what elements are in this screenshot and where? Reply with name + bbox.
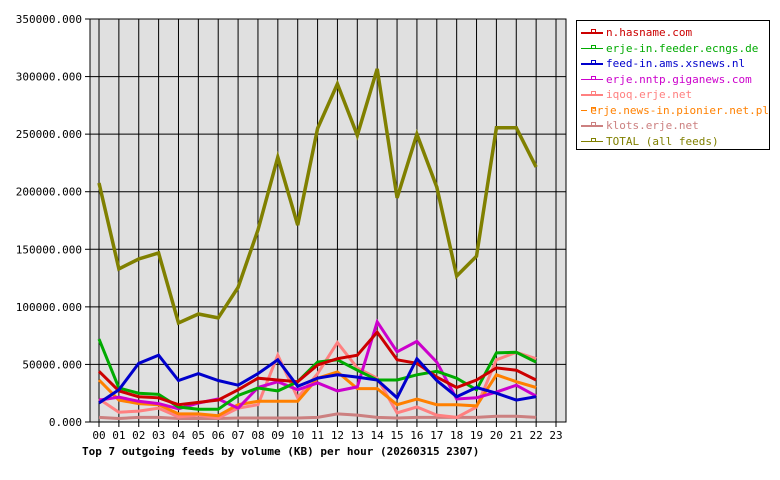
legend-item: erje.nntp.giganews.com: [581, 72, 769, 88]
y-tick-label: 350000.000: [16, 13, 82, 26]
chart-title: Top 7 outgoing feeds by volume (KB) per …: [82, 445, 480, 458]
x-tick-label: 16: [410, 429, 423, 442]
line-marker-icon: [581, 122, 603, 129]
y-tick-label: 50000.000: [22, 358, 82, 371]
legend-label: erje.nntp.giganews.com: [606, 72, 752, 86]
x-tick-label: 00: [92, 429, 105, 442]
line-marker-icon: [581, 60, 603, 67]
x-tick-label: 14: [371, 429, 385, 442]
legend-label: klots.erje.net: [606, 119, 699, 133]
legend-item: n.hasname.com: [581, 25, 769, 41]
legend-item: klots.erje.net: [581, 118, 769, 134]
line-marker-icon: [581, 91, 603, 98]
legend-label: feed-in.ams.xsnews.nl: [606, 57, 746, 71]
legend-item: erje-in.feeder.ecngs.de: [581, 41, 769, 57]
x-tick-label: 04: [172, 429, 186, 442]
legend-label: iqoq.erje.net: [606, 88, 693, 102]
line-marker-icon: [581, 29, 603, 36]
y-tick-label: 250000.000: [16, 128, 82, 141]
x-tick-label: 08: [251, 429, 264, 442]
line-marker-icon: [581, 75, 603, 83]
line-marker-icon: [581, 106, 597, 114]
x-tick-label: 15: [390, 429, 403, 442]
legend-item: feed-in.ams.xsnews.nl: [581, 56, 769, 72]
legend-item: TOTAL (all feeds): [581, 134, 769, 150]
x-tick-label: 20: [490, 429, 503, 442]
legend-item: erje.news-in.pionier.net.pl: [581, 103, 769, 119]
x-tick-label: 23: [549, 429, 562, 442]
x-axis: 00 01 02 03 04 05 06 07 08 09 10 11 12 13 14 15 16 17 18 19…: [92, 422, 563, 442]
x-tick-label: 22: [530, 429, 543, 442]
x-tick-label: 11: [311, 429, 324, 442]
x-tick-label: 02: [132, 429, 145, 442]
grid-lines: [90, 18, 566, 423]
series-line-erje-nntp-giganews-com: [98, 318, 537, 411]
x-tick-label: 10: [291, 429, 304, 442]
series-line-iqoq-erje-net: [98, 340, 537, 420]
x-tick-label: 05: [192, 429, 205, 442]
series-lines: [97, 68, 538, 421]
series-line-total-all-feeds-: [97, 68, 538, 326]
series-line-n-hasname-com: [97, 329, 537, 407]
x-tick-label: 03: [152, 429, 165, 442]
y-tick-label: 300000.000: [16, 71, 82, 84]
y-tick-label: 200000.000: [16, 186, 82, 199]
x-tick-label: 06: [212, 429, 225, 442]
legend: n.hasname.com erje-in.feeder.ecngs.de fe…: [576, 20, 770, 150]
legend-label: erje.news-in.pionier.net.pl: [590, 103, 769, 117]
x-tick-label: 09: [271, 429, 284, 442]
x-tick-label: 13: [351, 429, 364, 442]
x-tick-label: 01: [112, 429, 125, 442]
legend-label: erje-in.feeder.ecngs.de: [606, 41, 759, 55]
line-marker-icon: [581, 44, 603, 52]
y-tick-label: 150000.000: [16, 243, 82, 256]
line-marker-icon: [581, 137, 603, 145]
legend-label: TOTAL (all feeds): [606, 134, 719, 148]
x-tick-label: 21: [510, 429, 523, 442]
x-tick-label: 12: [331, 429, 344, 442]
legend-item: iqoq.erje.net: [581, 87, 769, 103]
legend-label: n.hasname.com: [606, 26, 693, 40]
series-line-klots-erje-net: [98, 412, 537, 421]
x-tick-label: 17: [430, 429, 443, 442]
y-tick-label: 100000.000: [16, 301, 82, 314]
x-tick-label: 07: [231, 429, 244, 442]
x-tick-label: 19: [470, 429, 483, 442]
plot-frame: [89, 18, 567, 423]
x-tick-label: 18: [450, 429, 463, 442]
y-axis: 0.000 50000.000 100000.000 150000.000 200000…: [16, 13, 90, 429]
series-line-feed-in-ams-xsnews-nl: [98, 353, 537, 405]
y-tick-label: 0.000: [49, 416, 82, 429]
